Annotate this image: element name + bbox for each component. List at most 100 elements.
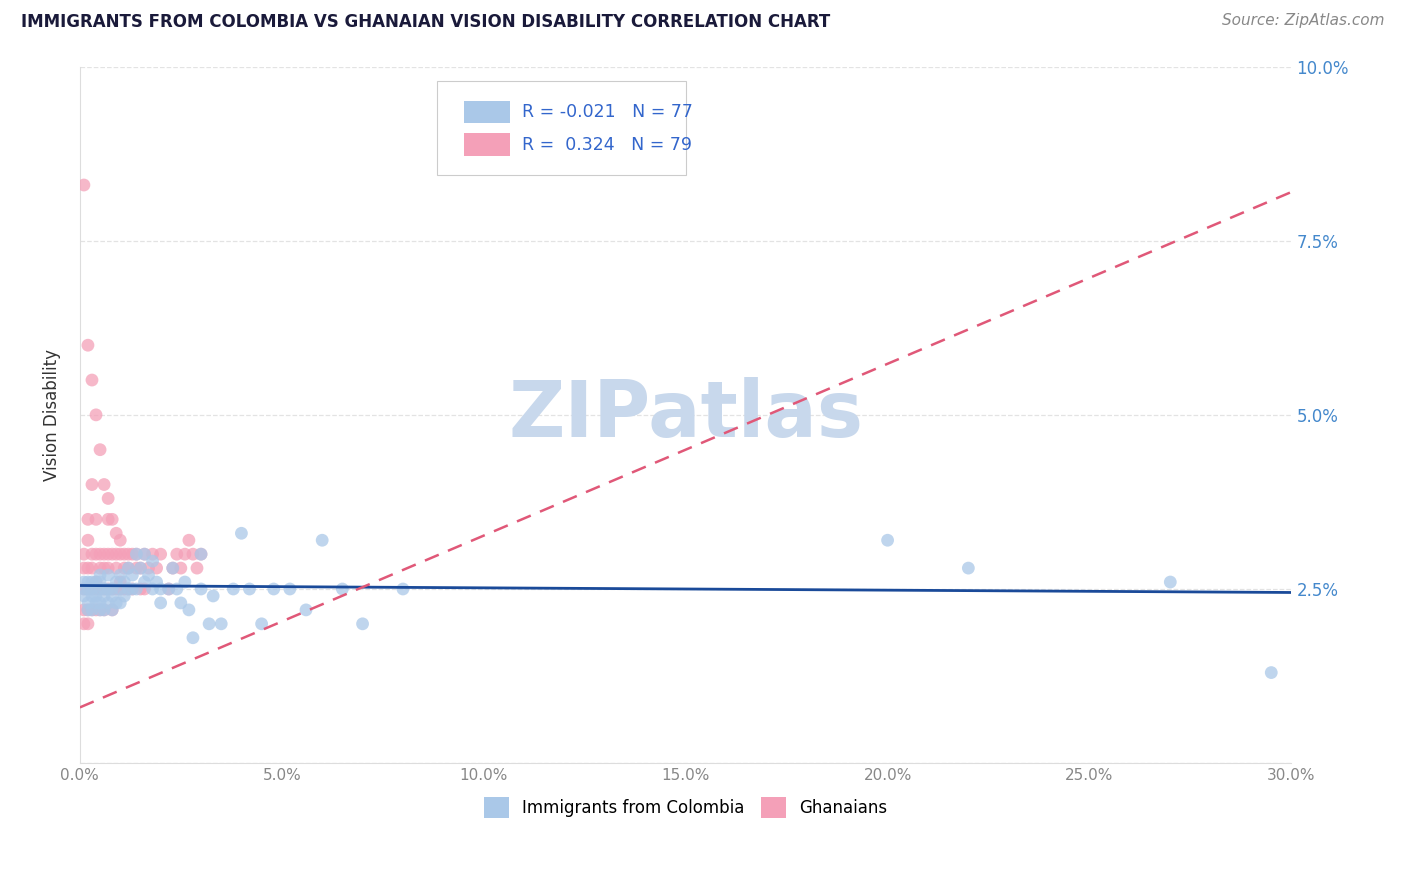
FancyBboxPatch shape	[464, 134, 510, 156]
Point	[73, 178, 96, 192]
Point	[145, 561, 167, 575]
Point	[186, 561, 208, 575]
Text: ZIPatlas: ZIPatlas	[508, 376, 863, 453]
Text: IMMIGRANTS FROM COLOMBIA VS GHANAIAN VISION DISABILITY CORRELATION CHART: IMMIGRANTS FROM COLOMBIA VS GHANAIAN VIS…	[21, 13, 831, 31]
Point	[129, 582, 152, 596]
Point	[73, 575, 96, 590]
Point	[105, 582, 128, 596]
Point	[263, 582, 285, 596]
Point	[117, 582, 139, 596]
Point	[110, 533, 132, 548]
Point	[162, 561, 184, 575]
Point	[84, 582, 107, 596]
Point	[77, 533, 100, 548]
Point	[149, 582, 172, 596]
Point	[125, 547, 148, 561]
Point	[110, 547, 132, 561]
Point	[222, 582, 245, 596]
Point	[80, 561, 103, 575]
Point	[105, 596, 128, 610]
Point	[77, 512, 100, 526]
Point	[117, 561, 139, 575]
Text: R = -0.021   N = 77: R = -0.021 N = 77	[522, 103, 693, 121]
Point	[80, 547, 103, 561]
Point	[142, 554, 165, 568]
Point	[77, 603, 100, 617]
Point	[97, 491, 120, 506]
Point	[77, 582, 100, 596]
Point	[89, 582, 111, 596]
Point	[250, 616, 273, 631]
Point	[134, 547, 156, 561]
Point	[84, 603, 107, 617]
Point	[84, 575, 107, 590]
Point	[73, 547, 96, 561]
Point	[173, 547, 195, 561]
Point	[80, 477, 103, 491]
Point	[125, 561, 148, 575]
Point	[101, 603, 124, 617]
Point	[112, 575, 135, 590]
Point	[1260, 665, 1282, 680]
Point	[77, 582, 100, 596]
Point	[73, 603, 96, 617]
Point	[138, 561, 160, 575]
Point	[97, 596, 120, 610]
Point	[121, 582, 143, 596]
Point	[1159, 575, 1181, 590]
Point	[77, 596, 100, 610]
Point	[84, 512, 107, 526]
Point	[73, 589, 96, 603]
Point	[138, 568, 160, 582]
Point	[73, 582, 96, 596]
Point	[101, 512, 124, 526]
Point	[117, 561, 139, 575]
Point	[110, 582, 132, 596]
Point	[202, 589, 225, 603]
Point	[97, 568, 120, 582]
Point	[170, 561, 193, 575]
Point	[162, 561, 184, 575]
Legend: Immigrants from Colombia, Ghanaians: Immigrants from Colombia, Ghanaians	[477, 791, 894, 824]
Point	[77, 616, 100, 631]
Point	[129, 561, 152, 575]
Point	[73, 616, 96, 631]
Point	[112, 547, 135, 561]
Point	[80, 582, 103, 596]
Point	[101, 603, 124, 617]
Text: Source: ZipAtlas.com: Source: ZipAtlas.com	[1222, 13, 1385, 29]
Point	[110, 575, 132, 590]
Point	[129, 561, 152, 575]
Point	[89, 561, 111, 575]
Point	[93, 603, 115, 617]
Point	[181, 631, 204, 645]
Point	[89, 547, 111, 561]
Text: R =  0.324   N = 79: R = 0.324 N = 79	[522, 136, 692, 153]
Point	[80, 603, 103, 617]
Point	[198, 616, 221, 631]
Point	[84, 596, 107, 610]
Point	[157, 582, 180, 596]
Point	[84, 547, 107, 561]
FancyBboxPatch shape	[464, 101, 510, 123]
Point	[93, 547, 115, 561]
Point	[105, 575, 128, 590]
Point	[166, 582, 188, 596]
Point	[93, 589, 115, 603]
Point	[89, 603, 111, 617]
Point	[209, 616, 232, 631]
Point	[112, 582, 135, 596]
Point	[101, 582, 124, 596]
Point	[117, 582, 139, 596]
Point	[134, 582, 156, 596]
Point	[190, 547, 212, 561]
Point	[93, 582, 115, 596]
Point	[105, 547, 128, 561]
Point	[73, 561, 96, 575]
Point	[110, 568, 132, 582]
Point	[121, 547, 143, 561]
Point	[110, 596, 132, 610]
Point	[311, 533, 333, 548]
Point	[77, 575, 100, 590]
Point	[134, 575, 156, 590]
